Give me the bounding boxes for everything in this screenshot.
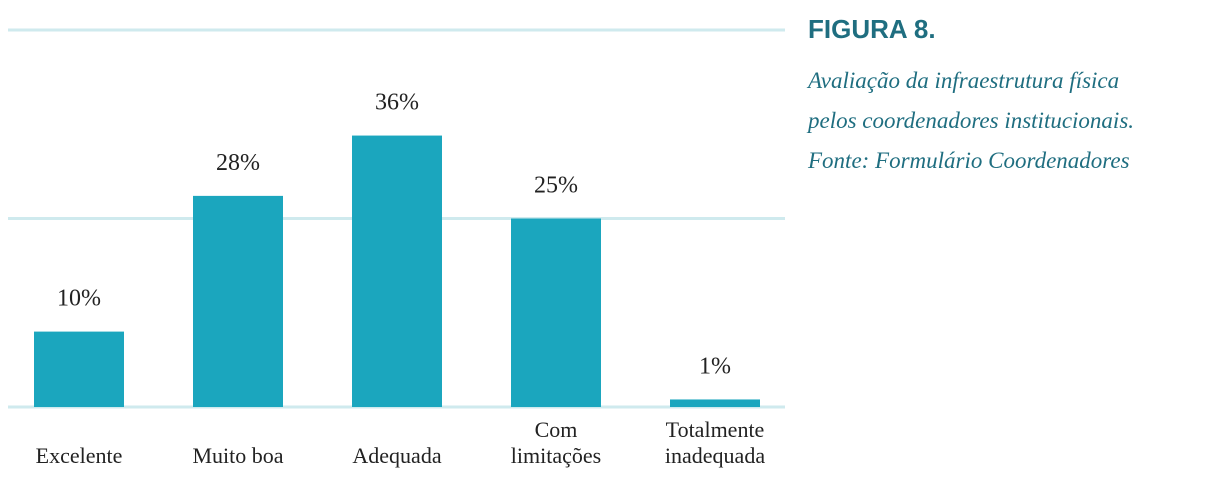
x-tick-label: Adequada (352, 443, 442, 468)
chart: 10% 28% 36% 25% 1% (8, 28, 785, 409)
bar (352, 135, 442, 407)
figure-title: FIGURA 8. (808, 14, 936, 44)
caption-line: pelos coordenadores institucionais. (808, 108, 1135, 133)
value-label: 28% (216, 150, 260, 176)
x-tick-label: Totalmente inadequada (664, 417, 766, 468)
bar (34, 331, 124, 407)
x-tick-label: Excelente (35, 443, 123, 468)
value-label: 25% (534, 173, 578, 199)
value-label: 10% (57, 286, 101, 312)
caption-line: Fonte: Formulário Coordenadores (808, 148, 1130, 173)
x-tick-label: Com limitações (510, 417, 602, 468)
value-label: 36% (375, 90, 419, 116)
x-tick-label: Muito boa (192, 443, 284, 468)
value-label: 1% (699, 353, 731, 379)
caption-line: Avaliação da infraestrutura física (808, 68, 1120, 93)
bar (670, 399, 760, 407)
bar (511, 218, 601, 407)
bar (193, 195, 283, 407)
